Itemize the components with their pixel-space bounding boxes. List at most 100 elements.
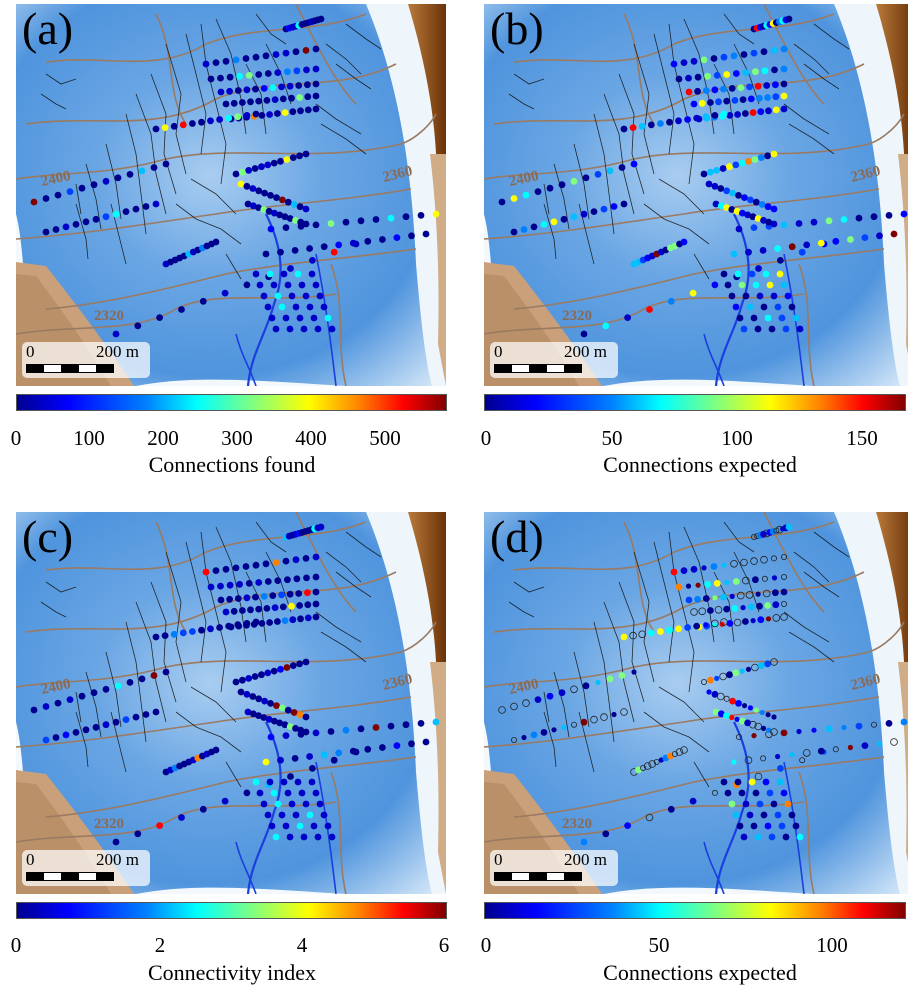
survey-point xyxy=(700,170,708,178)
survey-point xyxy=(752,576,759,584)
survey-point xyxy=(694,87,701,95)
survey-point xyxy=(357,725,365,733)
survey-point xyxy=(803,241,811,249)
survey-point xyxy=(312,553,320,561)
survey-point xyxy=(179,629,187,637)
survey-point xyxy=(522,191,530,199)
survey-point xyxy=(713,167,721,174)
survey-point xyxy=(594,171,602,178)
survey-point xyxy=(693,114,701,122)
scale-zero: 0 xyxy=(494,342,503,361)
survey-point xyxy=(728,85,736,92)
survey-point xyxy=(796,325,804,333)
survey-point xyxy=(247,98,254,106)
survey-point xyxy=(379,744,386,751)
survey-point xyxy=(759,709,765,716)
survey-point xyxy=(640,764,647,771)
survey-point xyxy=(723,97,731,105)
survey-point xyxy=(723,712,730,719)
survey-point xyxy=(739,209,746,217)
survey-point xyxy=(314,325,322,333)
survey-point xyxy=(312,65,320,73)
survey-point xyxy=(291,755,299,762)
survey-point xyxy=(225,114,233,122)
survey-point xyxy=(740,558,748,567)
survey-point xyxy=(707,607,714,614)
survey-point xyxy=(770,47,778,54)
survey-point xyxy=(328,325,336,333)
survey-point xyxy=(379,236,386,243)
survey-point xyxy=(387,214,395,222)
survey-point xyxy=(711,690,719,698)
survey-point xyxy=(754,82,762,90)
tick: 100 xyxy=(816,933,848,957)
survey-point xyxy=(225,622,233,630)
survey-point xyxy=(270,789,278,797)
survey-point xyxy=(237,688,245,696)
scale-bar: 0 200 m xyxy=(490,850,618,886)
survey-point xyxy=(308,270,316,278)
survey-point xyxy=(750,822,758,830)
survey-point xyxy=(162,160,170,168)
survey-point xyxy=(742,618,749,625)
survey-point xyxy=(349,747,357,755)
survey-point xyxy=(741,703,748,709)
survey-point xyxy=(236,580,244,588)
survey-point xyxy=(292,48,300,56)
survey-point xyxy=(870,721,877,728)
survey-point xyxy=(217,88,225,96)
survey-point xyxy=(306,811,314,819)
survey-point xyxy=(316,292,324,300)
survey-point xyxy=(540,221,548,228)
survey-point xyxy=(780,281,788,289)
survey-point xyxy=(312,105,320,113)
survey-point xyxy=(274,800,282,808)
survey-point xyxy=(707,676,714,684)
tick: 0 xyxy=(10,426,22,450)
survey-point xyxy=(754,325,762,333)
survey-point xyxy=(780,554,787,561)
survey-point xyxy=(798,248,806,256)
survey-point xyxy=(693,622,701,630)
survey-point xyxy=(222,57,230,65)
survey-point xyxy=(295,82,303,89)
survey-point xyxy=(620,200,628,208)
survey-point xyxy=(796,728,802,735)
survey-point xyxy=(296,711,304,719)
survey-point xyxy=(739,96,747,103)
survey-point xyxy=(885,720,893,727)
survey-point xyxy=(751,663,759,672)
survey-point xyxy=(620,708,628,716)
survey-points-a xyxy=(30,15,440,338)
survey-point xyxy=(738,789,746,797)
survey-point xyxy=(297,726,305,734)
survey-point xyxy=(306,753,313,760)
survey-point xyxy=(260,593,268,600)
survey-point xyxy=(760,555,768,564)
survey-point xyxy=(890,738,898,746)
survey-point xyxy=(232,564,240,572)
survey-point xyxy=(114,174,122,182)
survey-point xyxy=(646,306,653,313)
survey-point xyxy=(304,93,312,101)
survey-point xyxy=(289,616,297,624)
scale-length: 200 m xyxy=(96,342,139,361)
survey-point xyxy=(684,624,691,631)
survey-point xyxy=(296,203,304,211)
survey-point xyxy=(202,60,210,68)
survey-point xyxy=(274,577,282,584)
survey-point xyxy=(728,292,736,300)
survey-point xyxy=(221,289,229,297)
colorbar-b xyxy=(484,394,906,411)
survey-point xyxy=(717,692,725,701)
survey-point xyxy=(302,728,310,736)
survey-point xyxy=(266,778,274,786)
survey-point xyxy=(217,74,224,82)
survey-point xyxy=(288,800,296,808)
survey-point xyxy=(286,833,294,841)
survey-point xyxy=(286,82,294,90)
survey-point xyxy=(570,177,578,185)
survey-point xyxy=(876,741,883,747)
survey-point xyxy=(870,213,878,221)
tick: 100 xyxy=(721,426,753,450)
